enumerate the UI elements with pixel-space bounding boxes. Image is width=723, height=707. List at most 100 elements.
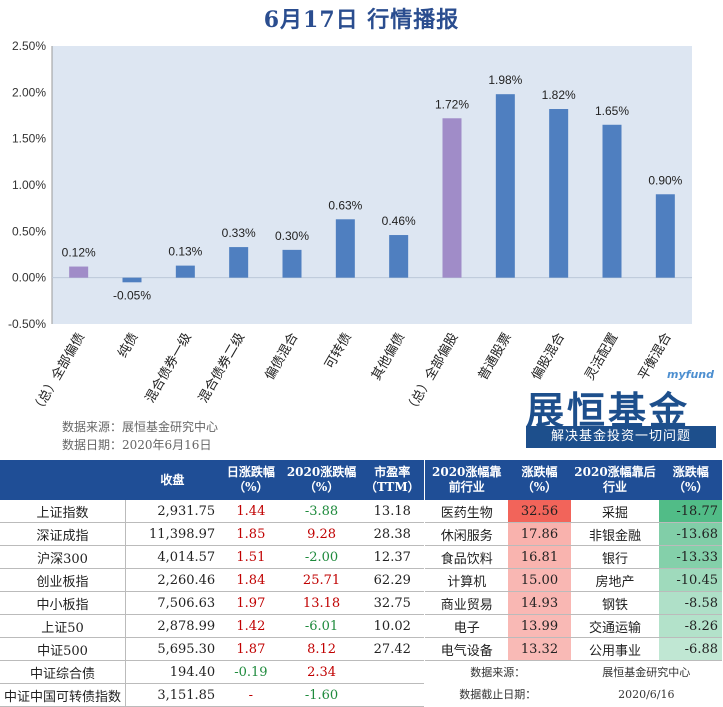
industry-table: 2020涨幅靠前行业 涨跌幅（%） 2020涨幅靠后行业 涨跌幅（%） 医药生物… [425,460,722,705]
industry-col-bottom: 2020涨幅靠后行业 [570,460,660,500]
index-col-close: 收盘 [125,460,220,500]
table-row: 休闲服务 17.86 非银金融 -13.68 [425,522,722,546]
industry-top-name: 医药生物 [425,500,509,523]
bar [442,118,462,278]
industry-top-name: 计算机 [425,568,509,592]
index-pe: 27.42 [360,637,424,661]
table-row: 计算机 15.00 房地产 -10.45 [425,568,722,592]
index-name: 深证成指 [0,522,127,546]
index-close: 3,151.85 [125,683,220,707]
index-close: 2,260.46 [125,568,220,592]
table-row: 中证综合债 194.40 -0.19 2.34 [0,660,424,684]
index-ytd-change: -6.01 [282,614,361,638]
index-name: 中证500 [0,637,127,661]
bar-value-label: 0.90% [648,173,682,187]
brand-slogan: 解决基金投资一切问题 [526,426,716,448]
industry-top-value: 32.56 [508,500,571,523]
footer-source-label: 数据来源： [470,666,526,679]
plot-area [52,46,692,324]
bar-value-label: 0.46% [382,214,416,228]
table-row: 电子 13.99 交通运输 -8.26 [425,614,722,638]
industry-bottom-name: 房地产 [570,568,660,592]
table-row: 食品饮料 16.81 银行 -13.33 [425,545,722,569]
industry-top-name: 休闲服务 [425,522,509,546]
bar-value-label: -0.05% [113,289,151,303]
bar [389,235,409,278]
table-row: 沪深300 4,014.57 1.51 -2.00 12.37 [0,545,424,569]
index-close: 11,398.97 [125,522,220,546]
index-pe: 28.38 [360,522,424,546]
index-ytd-change: 8.12 [282,637,361,661]
index-day-change: 1.97 [219,591,283,615]
page-title: 6月17日 行情播报 [263,7,460,33]
bar [655,194,675,278]
industry-top-name: 电子 [425,614,509,638]
industry-bottom-name: 非银金融 [570,522,660,546]
bar-value-label: 0.30% [275,229,309,243]
index-ytd-change: -1.60 [282,683,361,707]
index-close: 5,695.30 [125,637,220,661]
index-table: 收盘 日涨跌幅（%） 2020涨跌幅（%） 市盈率（TTM） 上证指数 2,931… [0,460,424,707]
bar-value-label: 0.63% [328,198,362,212]
category-label: 混合债券二级 [195,330,248,406]
table-row: 创业板指 2,260.46 1.84 25.71 62.29 [0,568,424,592]
chart-date: 数据日期：2020年6月16日 [62,438,212,452]
index-day-change: -0.19 [219,660,283,684]
industry-bottom-value: -10.45 [659,568,722,592]
index-ytd-change: 9.28 [282,522,361,546]
index-close: 2,931.75 [125,500,220,523]
index-day-change: - [219,683,283,707]
industry-bottom-value: -8.26 [659,614,722,638]
bar [175,265,195,278]
bar-chart: -0.50% 0.00% 0.50% 1.00% 1.50% 2.00% 2.50% 0.12… [8,40,692,417]
bar [229,247,249,278]
footer-source-value: 展恒基金研究中心 [602,666,691,679]
index-close: 2,878.99 [125,614,220,638]
industry-bottom-name: 交通运输 [570,614,660,638]
index-pe: 62.29 [360,568,424,592]
footer-date-label: 数据截止日期： [459,688,537,701]
bar-value-label: 0.13% [168,245,202,259]
chart-source: 数据来源：展恒基金研究中心 [62,420,219,434]
index-name: 中证综合债 [0,660,127,684]
brand-name: 展恒基金 [526,388,691,433]
index-name: 中小板指 [0,591,127,615]
y-tick-label: 1.00% [12,178,46,192]
index-day-change: 1.84 [219,568,283,592]
industry-top-value: 14.93 [508,591,571,615]
industry-top-value: 17.86 [508,522,571,546]
table-row: 中证500 5,695.30 1.87 8.12 27.42 [0,637,424,661]
bar [495,94,515,278]
y-tick-label: 2.50% [12,40,46,53]
index-day-change: 1.51 [219,545,283,569]
industry-col-top: 2020涨幅靠前行业 [425,460,509,500]
category-label: （总）全部偏股 [402,330,461,417]
category-label: 其他偏债 [369,331,408,384]
table-row: 中小板指 7,506.63 1.97 13.18 32.75 [0,591,424,615]
index-pe: 12.37 [360,545,424,569]
index-ytd-change: 13.18 [282,591,361,615]
bar-value-label: 0.33% [222,226,256,240]
index-col-ytd: 2020涨跌幅（%） [282,460,361,500]
bar [282,249,302,278]
index-day-change: 1.87 [219,637,283,661]
bar-value-label: 1.98% [488,73,522,87]
index-close: 4,014.57 [125,545,220,569]
industry-top-value: 16.81 [508,545,571,569]
table-row: 医药生物 32.56 采掘 -18.77 [425,500,722,523]
industry-bottom-name: 公用事业 [570,637,660,661]
y-tick-label: 0.00% [12,271,46,285]
y-tick-label: -0.50% [8,317,46,331]
bar-value-label: 0.12% [62,246,96,260]
table-row: 中证中国可转债指数 3,151.85- -1.60 [0,683,424,707]
index-close: 194.40 [125,660,220,684]
index-day-change: 1.44 [219,500,283,523]
index-col-name [0,460,126,500]
industry-top-name: 商业贸易 [425,591,509,615]
industry-top-value: 13.32 [508,637,571,661]
bar-value-label: 1.72% [435,97,469,111]
industry-col-top-value: 涨跌幅（%） [508,460,571,500]
industry-col-bottom-value: 涨跌幅（%） [659,460,722,500]
industry-bottom-value: -8.58 [659,591,722,615]
index-day-change: 1.42 [219,614,283,638]
